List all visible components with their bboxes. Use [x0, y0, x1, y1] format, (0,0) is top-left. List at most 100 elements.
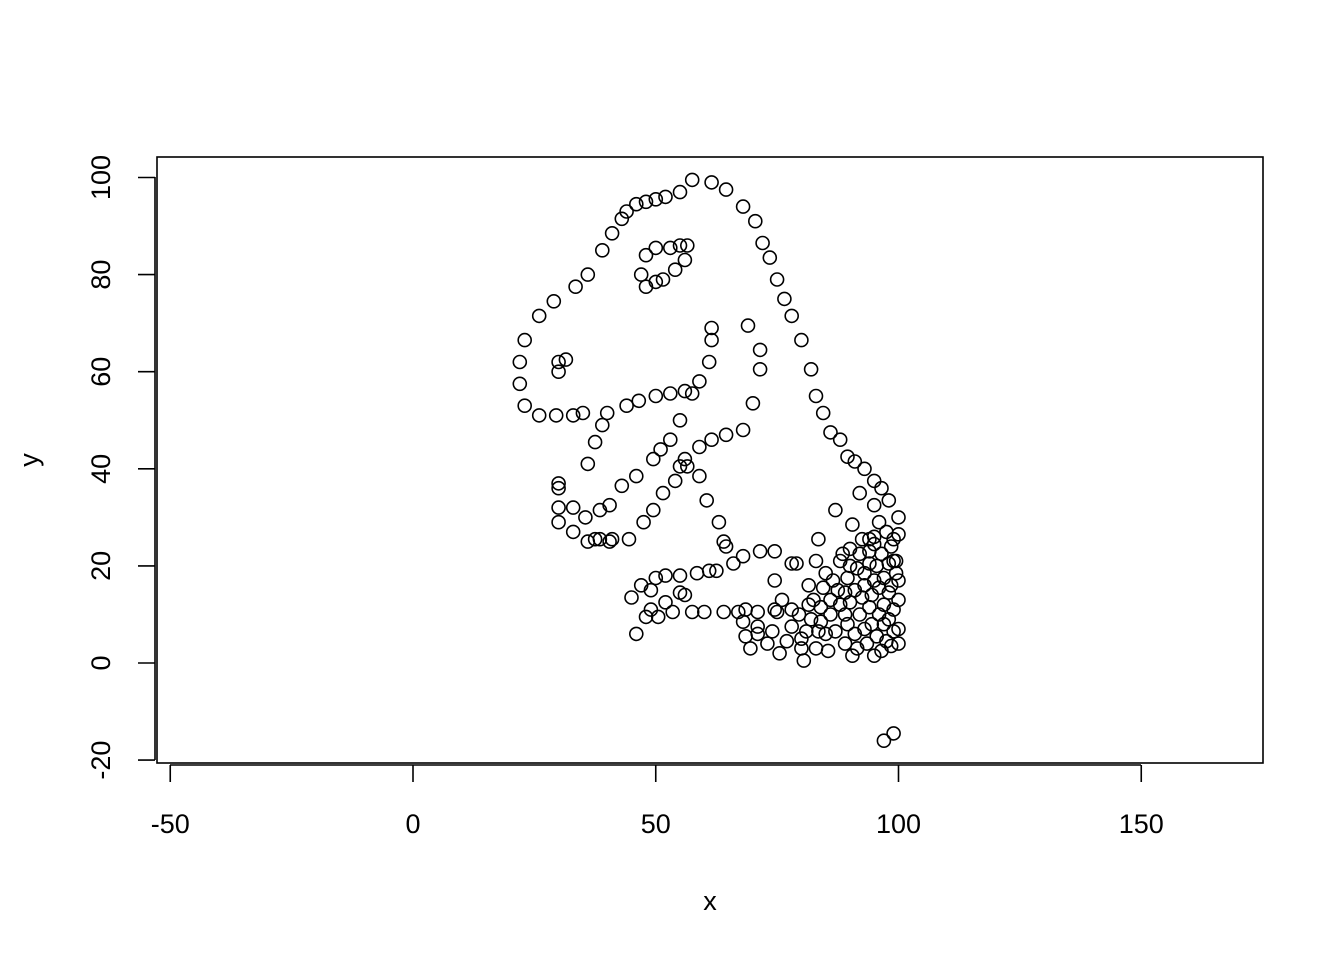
data-point	[709, 563, 724, 579]
data-point	[662, 432, 678, 448]
data-point	[891, 636, 906, 651]
data-point	[645, 451, 661, 467]
data-point	[648, 570, 664, 586]
data-point	[599, 405, 615, 421]
data-point	[718, 182, 734, 197]
y-tick-label: 0	[86, 655, 116, 670]
data-point	[813, 614, 829, 630]
data-point	[701, 563, 717, 579]
plot-frame	[156, 156, 1264, 764]
data-point	[704, 175, 719, 190]
data-point	[883, 577, 899, 593]
x-axis-label: x	[703, 886, 717, 916]
x-tick-label: -50	[151, 809, 190, 839]
data-point	[876, 570, 892, 586]
data-point	[784, 556, 800, 571]
data-point	[735, 548, 751, 564]
data-point	[803, 611, 819, 627]
data-point	[888, 565, 904, 581]
data-point	[881, 556, 897, 571]
data-point	[794, 631, 809, 647]
data-point	[823, 607, 838, 622]
data-point	[531, 308, 547, 324]
data-point	[587, 531, 603, 547]
data-point	[689, 565, 705, 581]
data-point	[624, 590, 639, 605]
y-tick-label: 60	[86, 357, 116, 387]
data-point	[784, 619, 800, 634]
data-point	[648, 240, 664, 256]
data-point	[891, 573, 906, 588]
data-point	[845, 517, 860, 532]
data-point	[886, 726, 901, 741]
data-point	[747, 213, 763, 229]
data-point	[665, 604, 681, 620]
data-point	[594, 243, 610, 258]
data-point	[565, 500, 581, 515]
data-point	[891, 592, 906, 608]
data-point	[633, 267, 649, 282]
data-point	[752, 342, 768, 358]
data-point	[764, 624, 780, 639]
data-point	[828, 502, 843, 518]
data-point	[852, 607, 868, 622]
data-point	[767, 602, 783, 617]
data-point	[667, 262, 683, 278]
data-point	[718, 427, 734, 443]
data-point	[631, 393, 647, 409]
data-point	[794, 641, 809, 656]
x-tick-label: 150	[1119, 809, 1164, 839]
data-point	[568, 279, 583, 295]
data-point	[643, 582, 659, 598]
data-point	[619, 204, 634, 219]
data-point	[852, 546, 868, 562]
data-point	[794, 332, 809, 348]
data-point	[684, 386, 700, 401]
data-point	[866, 573, 882, 588]
data-point	[684, 604, 700, 620]
data-point	[551, 354, 566, 370]
data-point	[658, 189, 673, 205]
data-point	[546, 293, 562, 309]
data-point	[650, 609, 666, 625]
data-point	[592, 502, 608, 518]
data-point	[886, 531, 901, 547]
data-point	[808, 553, 824, 569]
data-point	[580, 534, 596, 549]
data-point	[891, 510, 906, 525]
data-point	[866, 529, 882, 545]
data-point	[565, 524, 581, 540]
data-point	[762, 250, 778, 265]
x-tick-label: 0	[405, 809, 420, 839]
data-point	[745, 395, 761, 411]
data-point	[672, 238, 688, 253]
data-point	[769, 604, 785, 620]
data-point	[512, 354, 528, 370]
data-point	[842, 594, 858, 610]
data-point	[883, 539, 899, 554]
data-point	[716, 604, 732, 620]
x-tick-label: 50	[641, 809, 671, 839]
data-point	[628, 468, 644, 484]
data-point	[876, 616, 892, 632]
data-point	[735, 199, 751, 214]
data-point	[845, 648, 860, 664]
data-point	[738, 628, 753, 644]
data-point	[774, 592, 790, 608]
data-point	[820, 643, 836, 659]
data-point	[798, 624, 814, 639]
data-point	[859, 636, 875, 651]
data-point	[871, 514, 887, 530]
data-point	[835, 546, 851, 562]
data-point	[760, 636, 775, 651]
data-point	[808, 388, 824, 404]
data-point	[784, 308, 800, 324]
data-point	[636, 514, 651, 530]
data-point	[811, 531, 826, 547]
data-point	[594, 417, 610, 433]
data-point	[883, 638, 899, 654]
data-point	[876, 733, 892, 749]
data-point	[784, 602, 800, 617]
data-point	[655, 485, 671, 501]
data-point	[864, 616, 880, 632]
